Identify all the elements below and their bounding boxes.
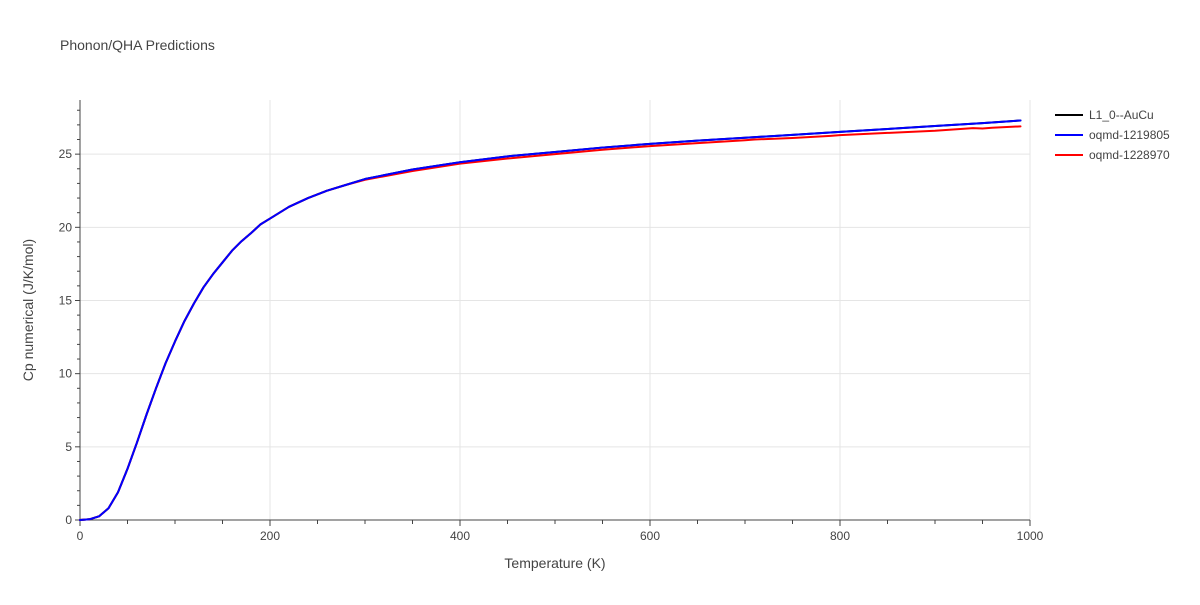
- x-tick-label: 800: [830, 529, 850, 543]
- x-axis-label: Temperature (K): [504, 555, 605, 571]
- y-tick-label: 10: [59, 367, 73, 381]
- legend-label: oqmd-1228970: [1089, 148, 1170, 162]
- y-tick-label: 25: [59, 147, 73, 161]
- y-axis-label: Cp numerical (J/K/mol): [20, 239, 36, 381]
- legend-item[interactable]: oqmd-1228970: [1055, 148, 1170, 162]
- y-tick-label: 20: [59, 220, 73, 234]
- x-tick-label: 0: [77, 529, 84, 543]
- legend-item[interactable]: L1_0--AuCu: [1055, 108, 1154, 122]
- series-lines: [79, 119, 1022, 521]
- y-tick-label: 15: [59, 293, 73, 307]
- x-tick-label: 400: [450, 529, 470, 543]
- y-tick-label: 5: [65, 440, 72, 454]
- x-tick-label: 1000: [1017, 529, 1044, 543]
- x-tick-label: 600: [640, 529, 660, 543]
- legend-label: oqmd-1219805: [1089, 128, 1170, 142]
- legend-item[interactable]: oqmd-1219805: [1055, 128, 1170, 142]
- x-tick-label: 200: [260, 529, 280, 543]
- series-line-oqmd-1228970: [79, 125, 1022, 521]
- y-tick-label: 0: [65, 513, 72, 527]
- legend[interactable]: L1_0--AuCu oqmd-1219805 oqmd-1228970: [1055, 108, 1170, 162]
- series-line-l1-0-aucu: [79, 119, 1022, 521]
- grid: [80, 100, 1031, 520]
- legend-label: L1_0--AuCu: [1089, 108, 1154, 122]
- axes: 0 200 400 600 800 1000 0 5 10 15 20 25: [59, 100, 1044, 543]
- series-line-oqmd-1219805: [79, 119, 1022, 521]
- chart-title: Phonon/QHA Predictions: [60, 37, 215, 53]
